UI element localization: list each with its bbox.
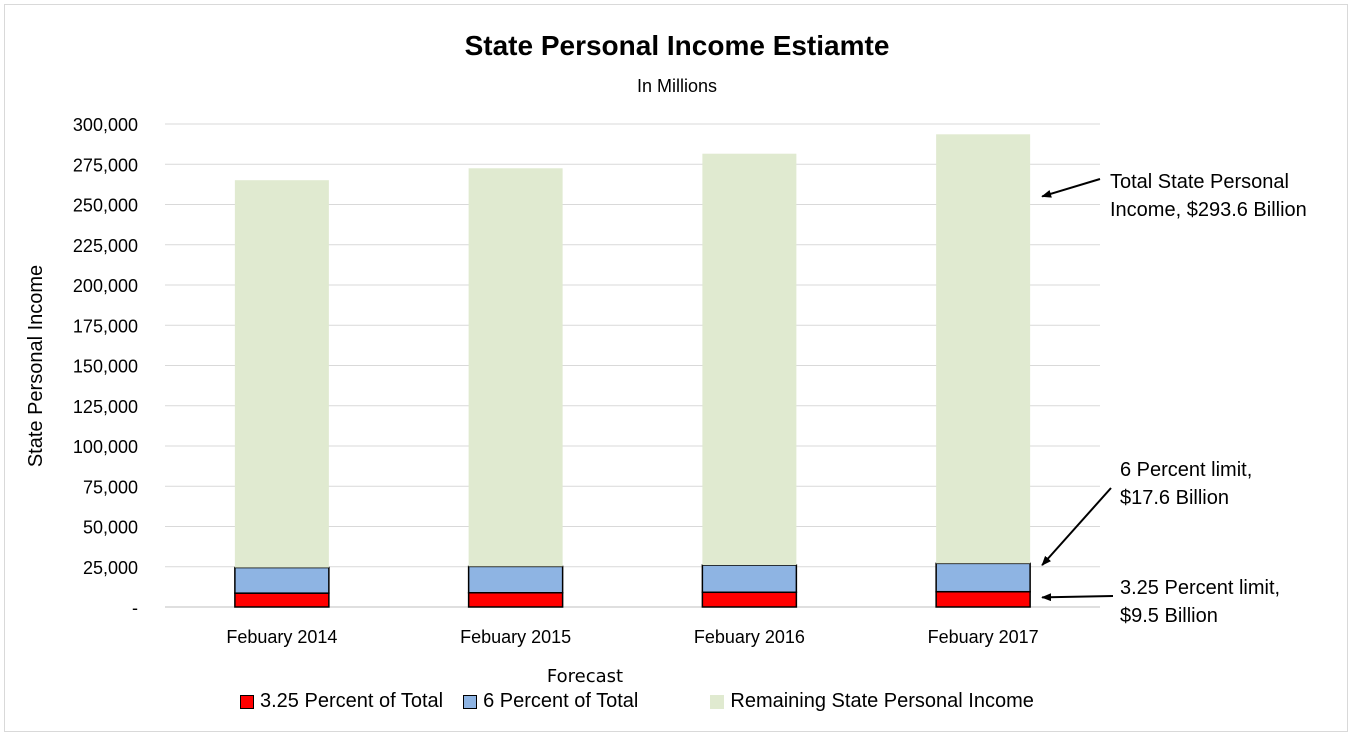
y-tick-label: 150,000 [73,357,138,377]
y-tick-label: 75,000 [83,477,138,497]
y-tick-label: - [132,598,138,618]
legend-item: Remaining State Personal Income [710,690,1034,713]
annotation-label: 6 Percent limit, $17.6 Billion [1120,459,1252,509]
y-tick-label: 125,000 [73,397,138,417]
bar-segment-3-25-percent-of-total [467,592,564,608]
bar-segment-remaining-state-personal-income [234,180,329,568]
x-tick-label: Febuary 2014 [226,627,337,647]
y-tick-label: 175,000 [73,316,138,336]
bar-segment-6-percent-of-total [935,562,1031,593]
annotation-label: 3.25 Percent limit, $9.5 Billion [1120,577,1280,627]
legend-swatch [240,694,254,709]
annotation-arrow [1041,487,1112,566]
bar-segment-remaining-state-personal-income [468,168,563,567]
y-tick-label: 25,000 [83,558,138,578]
bar-segment-3-25-percent-of-total [234,592,330,608]
chart-subtitle: In Millions [636,76,718,96]
y-tick-label: 250,000 [73,196,138,216]
bar-segment-remaining-state-personal-income [702,153,797,566]
y-tick-label: 200,000 [73,276,138,296]
y-tick-label: 300,000 [73,115,138,135]
legend-label: Remaining State Personal Income [730,690,1034,712]
x-axis-label: Forecast [547,666,623,687]
legend-item: 6 Percent of Total [463,690,638,713]
legend-item: 3.25 Percent of Total [240,690,443,713]
x-tick-label: Febuary 2016 [694,627,805,647]
annotation-arrow [1041,593,1114,602]
bar-segment-remaining-state-personal-income [936,134,1031,564]
annotation-label: Total State Personal Income, $293.6 Billi… [1110,171,1307,221]
chart-title: State Personal Income Estiamte [464,30,890,61]
y-tick-label: 225,000 [73,236,138,256]
bar-segment-6-percent-of-total [701,564,798,594]
legend-label: 3.25 Percent of Total [260,690,444,712]
bar-segment-3-25-percent-of-total [935,590,1031,608]
bar-segment-3-25-percent-of-total [701,591,798,608]
chart-frame [4,4,1348,732]
y-axis-label: State Personal Income [25,265,47,467]
legend-label: 6 Percent of Total [483,690,639,712]
y-tick-label: 100,000 [73,437,138,457]
legend-swatch [710,694,725,709]
x-tick-label: Febuary 2015 [460,627,571,647]
bar-segment-6-percent-of-total [467,565,564,594]
annotation-arrow [1041,178,1101,198]
bar-segment-6-percent-of-total [234,566,330,594]
legend: 3.25 Percent of Total 6 Percent of Total R… [240,690,1054,713]
x-tick-label: Febuary 2017 [928,627,1039,647]
legend-swatch [463,694,478,709]
y-tick-label: 275,000 [73,155,138,175]
y-tick-label: 50,000 [83,518,138,538]
